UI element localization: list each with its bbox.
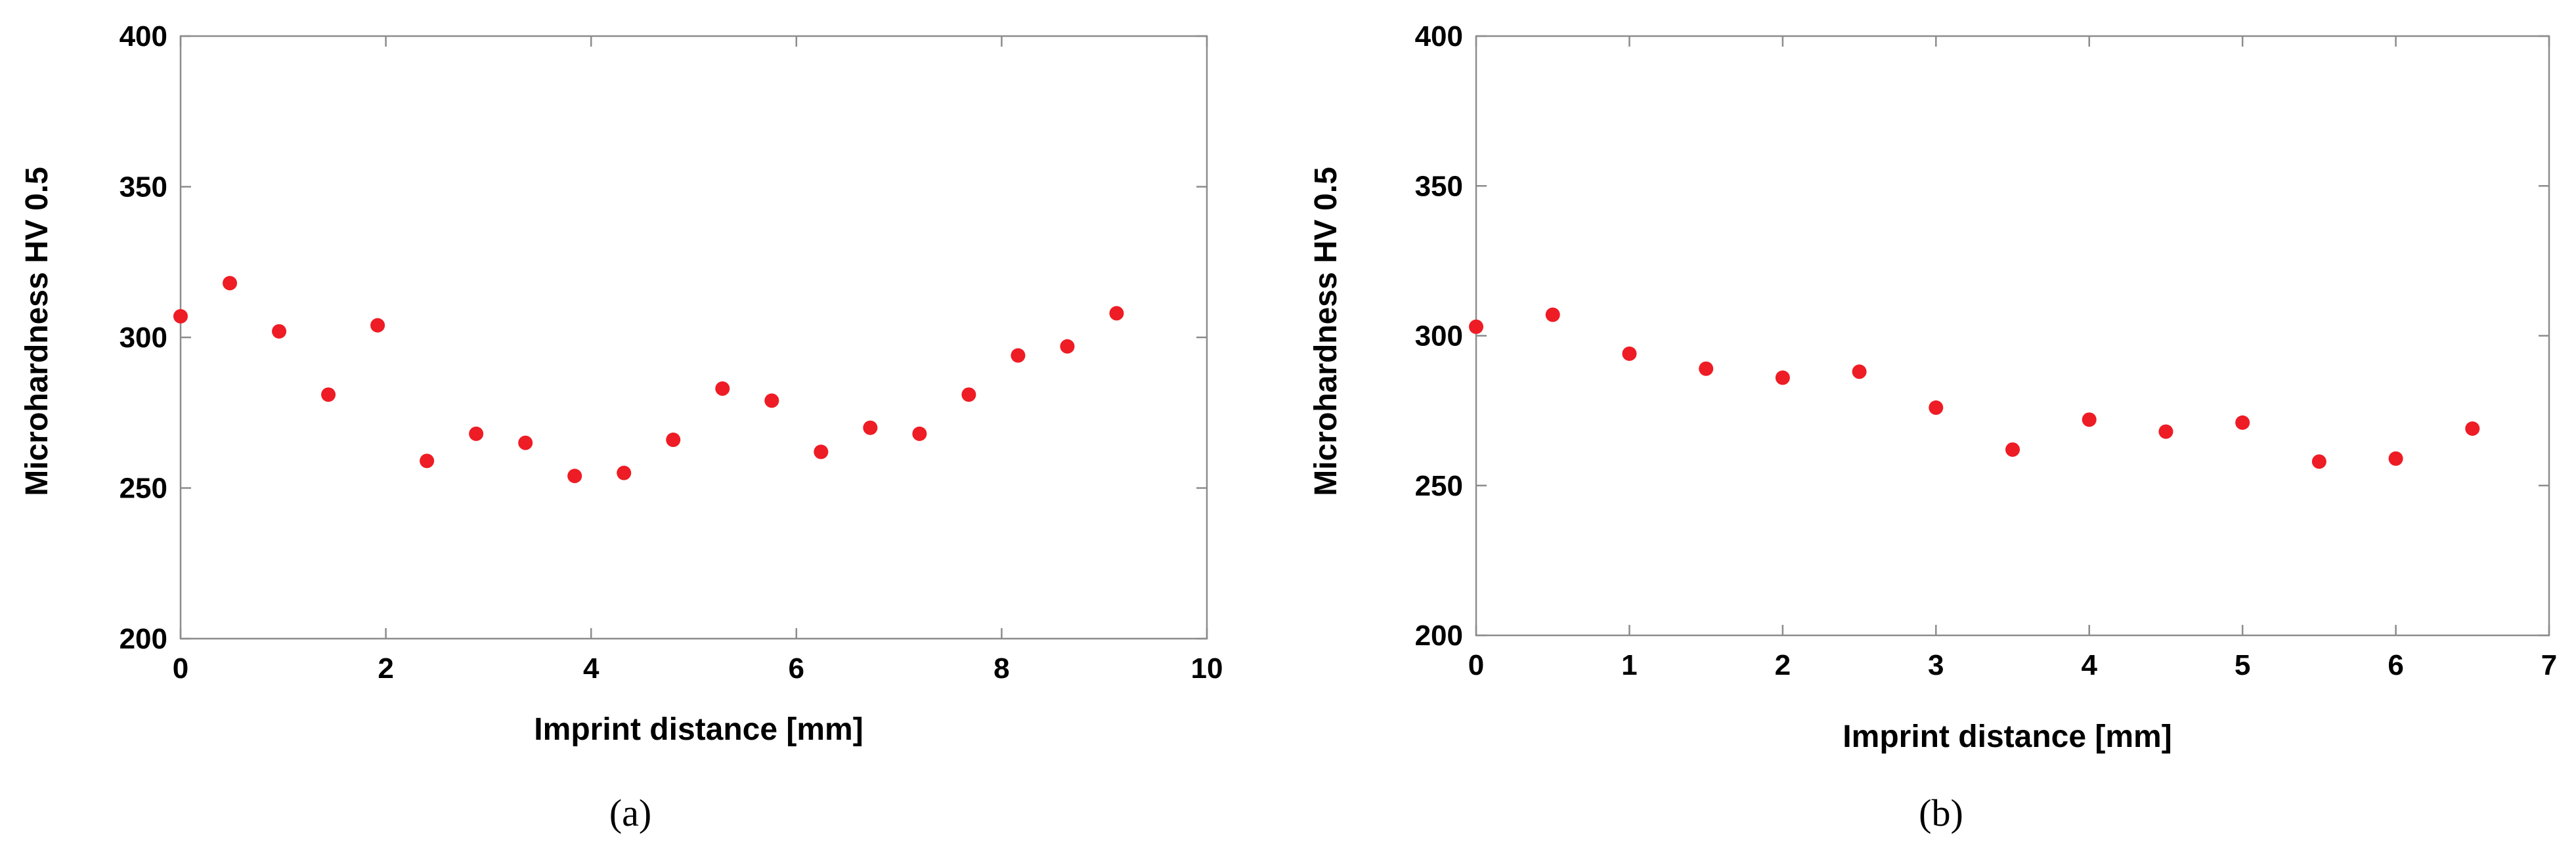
data-point (223, 276, 238, 291)
data-point (666, 433, 681, 448)
y-tick-label: 400 (120, 20, 167, 53)
x-tick-label: 1 (1621, 649, 1637, 681)
data-point (370, 318, 385, 333)
data-point (173, 308, 188, 324)
x-tick-label: 4 (583, 652, 600, 685)
data-point (1011, 348, 1026, 363)
data-point (912, 426, 927, 441)
data-point (2465, 421, 2480, 436)
data-point (567, 469, 582, 484)
data-point (1622, 346, 1637, 361)
data-point (2005, 442, 2020, 457)
x-tick-label: 2 (378, 652, 393, 685)
data-point (1109, 306, 1124, 321)
data-point (617, 465, 632, 480)
data-point (518, 435, 533, 450)
y-tick-label: 300 (120, 322, 167, 354)
data-point (961, 387, 976, 402)
y-axis-label: Microhardness HV 0.5 (20, 167, 55, 496)
x-tick-label: 5 (2235, 649, 2250, 681)
y-tick-label: 400 (1415, 20, 1463, 53)
plot-area-frame (1475, 35, 2550, 637)
x-axis-label: Imprint distance [mm] (1843, 719, 2172, 754)
y-tick-label: 250 (1415, 470, 1463, 502)
x-tick-label: 6 (2388, 649, 2403, 681)
x-tick-label: 10 (1191, 652, 1223, 685)
data-point (863, 420, 878, 435)
data-point (272, 324, 287, 339)
y-tick-label: 350 (120, 171, 167, 203)
data-point (1929, 400, 1944, 415)
data-point (715, 381, 730, 396)
data-point (1469, 319, 1483, 334)
y-tick-label: 200 (1415, 620, 1463, 652)
data-point (814, 444, 829, 459)
x-tick-label: 2 (1775, 649, 1791, 681)
data-point (1775, 370, 1790, 385)
data-point (1545, 307, 1560, 322)
data-point (1699, 361, 1714, 376)
y-tick-label: 300 (1415, 320, 1463, 352)
x-tick-label: 7 (2541, 649, 2557, 681)
chart-panel-a: Microhardness HV 0.5 Imprint distance [m… (20, 20, 1223, 834)
data-point (321, 387, 336, 402)
data-point (2082, 412, 2097, 427)
data-point (764, 393, 779, 408)
x-axis-label: Imprint distance [mm] (534, 712, 863, 747)
x-tick-label: 6 (789, 652, 804, 685)
x-tick-label: 0 (1468, 649, 1484, 681)
y-tick-label: 350 (1415, 170, 1463, 202)
data-point (2311, 454, 2326, 469)
data-point (469, 426, 484, 441)
x-tick-label: 0 (173, 652, 188, 685)
y-tick-label: 250 (120, 473, 167, 505)
data-point (2235, 415, 2250, 430)
data-point (1852, 364, 1867, 379)
data-point (1060, 339, 1075, 354)
y-axis-label: Microhardness HV 0.5 (1309, 167, 1343, 496)
x-tick-label: 3 (1928, 649, 1944, 681)
data-point (420, 454, 435, 469)
data-point (2158, 424, 2173, 439)
panel-label: (b) (1919, 792, 1963, 834)
x-tick-label: 4 (2081, 649, 2097, 681)
data-point (2388, 451, 2403, 466)
y-tick-label: 200 (120, 623, 167, 655)
plot-area-frame (179, 35, 1208, 640)
chart-panel-b: Microhardness HV 0.5 Imprint distance [m… (1309, 20, 2557, 834)
panel-label: (a) (609, 792, 651, 834)
x-tick-label: 8 (993, 652, 1009, 685)
